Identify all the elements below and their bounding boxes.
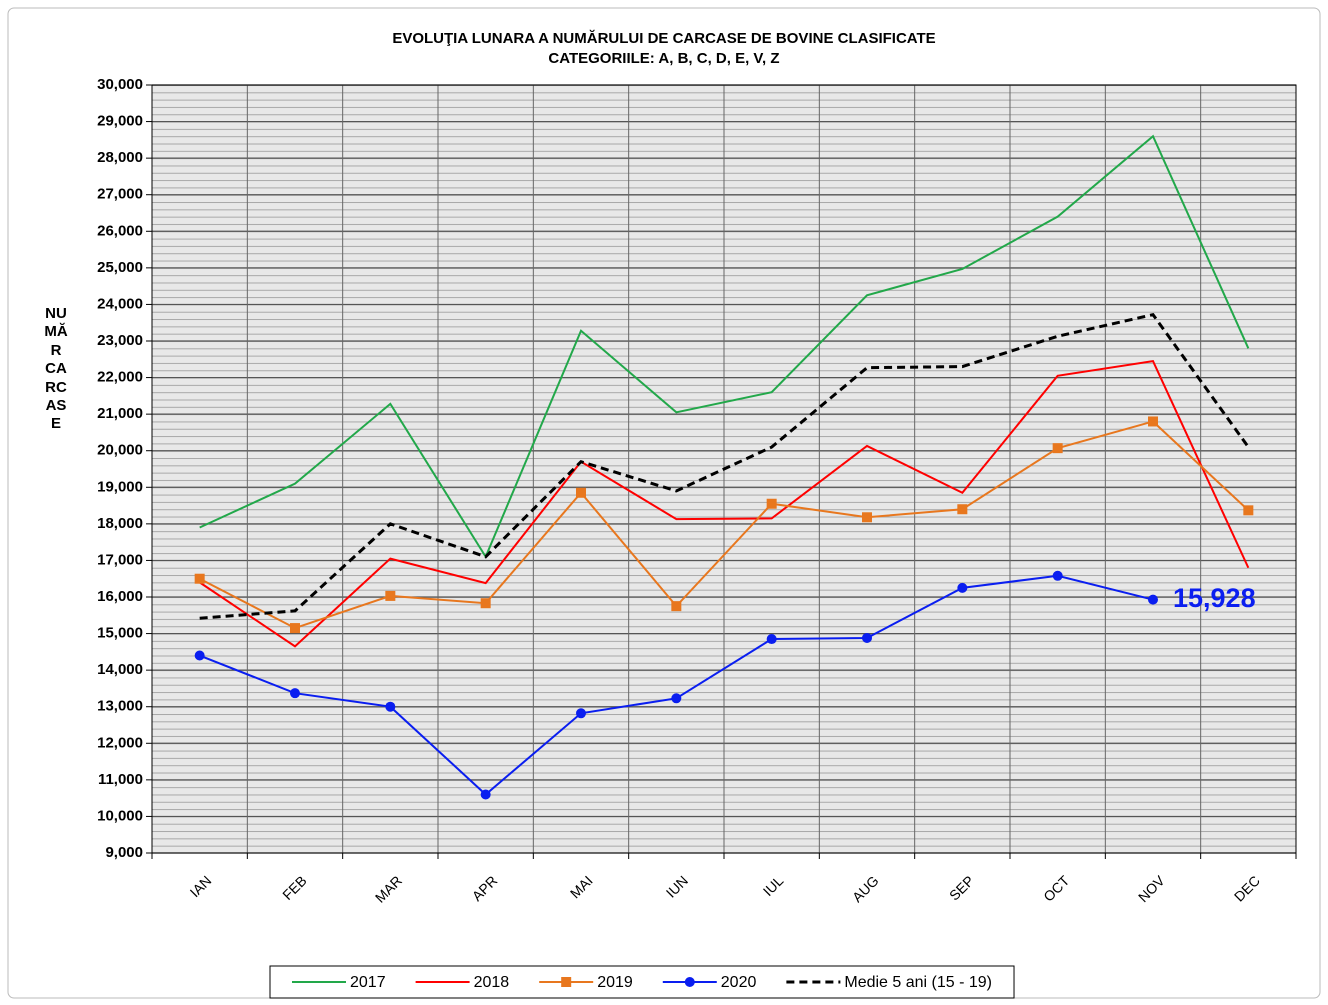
marker bbox=[957, 504, 968, 515]
legend-box bbox=[269, 965, 1015, 999]
marker bbox=[1148, 416, 1158, 427]
marker bbox=[480, 598, 491, 609]
y-tick-label: 9,000 bbox=[105, 844, 143, 861]
y-tick-label: 21,000 bbox=[97, 405, 143, 422]
marker bbox=[194, 573, 205, 584]
marker bbox=[385, 590, 396, 601]
legend-label: 2017 bbox=[350, 974, 386, 991]
data-label: 15,928 bbox=[1173, 583, 1256, 613]
marker bbox=[957, 582, 968, 593]
marker bbox=[671, 693, 682, 704]
marker bbox=[1243, 505, 1254, 516]
marker bbox=[561, 977, 572, 987]
marker bbox=[862, 512, 872, 523]
series-line bbox=[199, 134, 1250, 559]
legend-label: 2018 bbox=[474, 974, 510, 991]
legend-label: Medie 5 ani (15 - 19) bbox=[844, 974, 992, 991]
y-tick-label: 24,000 bbox=[97, 295, 143, 312]
series-line bbox=[199, 312, 1250, 620]
series-line bbox=[199, 420, 1250, 630]
chart-title: EVOLUŢIA LUNARA A NUMĂRULUI DE CARCASE D… bbox=[392, 30, 935, 47]
marker bbox=[1052, 443, 1063, 454]
y-tick-label: 26,000 bbox=[97, 222, 143, 239]
y-tick-label: 20,000 bbox=[97, 442, 143, 459]
y-tick-label: 27,000 bbox=[97, 186, 143, 203]
y-tick-label: 13,000 bbox=[97, 698, 143, 715]
marker bbox=[684, 977, 695, 987]
marker bbox=[194, 650, 205, 661]
legend: 2017 2018 2019 2020 Medie 5 ani (15 - 19) bbox=[269, 965, 1015, 999]
marker bbox=[385, 701, 396, 712]
y-tick-label: 29,000 bbox=[97, 113, 143, 130]
marker bbox=[1052, 570, 1063, 581]
y-tick-label: 11,000 bbox=[98, 771, 143, 788]
y-tick-label: 14,000 bbox=[97, 661, 143, 678]
y-tick-label: 30,000 bbox=[97, 76, 143, 93]
marker bbox=[671, 601, 682, 612]
series-line bbox=[199, 360, 1250, 648]
y-tick-label: 18,000 bbox=[97, 515, 143, 532]
y-tick-label: 10,000 bbox=[97, 807, 143, 824]
y-tick-label: 22,000 bbox=[97, 369, 143, 386]
y-tick-label: 23,000 bbox=[97, 332, 143, 349]
y-axis-label: NUMĂR CARCASE bbox=[44, 305, 70, 433]
marker bbox=[766, 634, 777, 645]
marker bbox=[862, 632, 872, 643]
y-tick-label: 16,000 bbox=[97, 588, 143, 605]
y-tick-label: 15,000 bbox=[97, 625, 143, 642]
legend-label: 2020 bbox=[721, 974, 757, 991]
y-tick-label: 17,000 bbox=[97, 551, 143, 568]
y-tick-label: 28,000 bbox=[97, 149, 143, 166]
y-tick-label: 25,000 bbox=[97, 259, 143, 276]
marker bbox=[290, 623, 300, 634]
marker bbox=[290, 688, 300, 699]
y-tick-label: 12,000 bbox=[97, 734, 143, 751]
marker bbox=[576, 708, 586, 719]
chart-subtitle: CATEGORIILE: A, B, C, D, E, V, Z bbox=[548, 50, 779, 67]
marker bbox=[1148, 594, 1158, 605]
marker bbox=[766, 498, 777, 509]
y-tick-label: 19,000 bbox=[97, 478, 143, 495]
marker bbox=[576, 487, 586, 498]
marker bbox=[480, 789, 491, 800]
legend-label: 2019 bbox=[597, 974, 633, 991]
